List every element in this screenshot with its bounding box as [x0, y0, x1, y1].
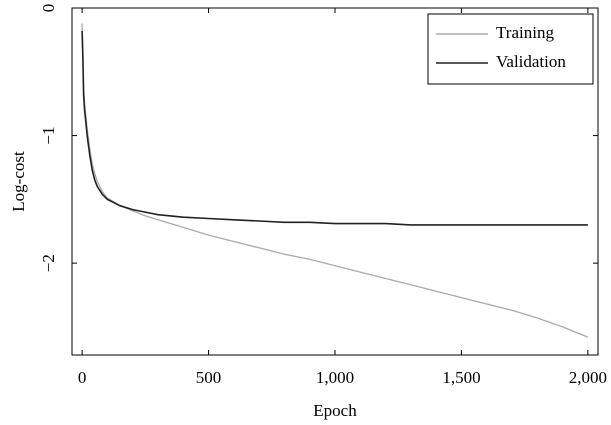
series-line-training [81, 23, 589, 338]
y-tick-label: 0 [39, 4, 58, 13]
x-tick-label: 0 [78, 368, 87, 387]
y-axis-title: Log-cost [9, 151, 28, 212]
legend: Training Validation [427, 13, 594, 85]
x-tick-label: 500 [196, 368, 222, 387]
x-axis-title: Epoch [313, 401, 357, 420]
x-tick-label: 1,000 [316, 368, 354, 387]
x-axis: 0 500 1,000 1,500 2,000 [78, 8, 607, 387]
series-layer [81, 23, 589, 338]
y-tick-label: −2 [39, 254, 58, 272]
y-tick-label: −1 [39, 127, 58, 145]
legend-box [427, 13, 594, 85]
series-line-validation [81, 30, 588, 226]
legend-label-validation: Validation [496, 52, 566, 71]
y-axis: 0 −1 −2 [39, 4, 598, 272]
legend-label-training: Training [496, 23, 554, 42]
x-tick-label: 1,500 [442, 368, 480, 387]
x-tick-label: 2,000 [569, 368, 607, 387]
